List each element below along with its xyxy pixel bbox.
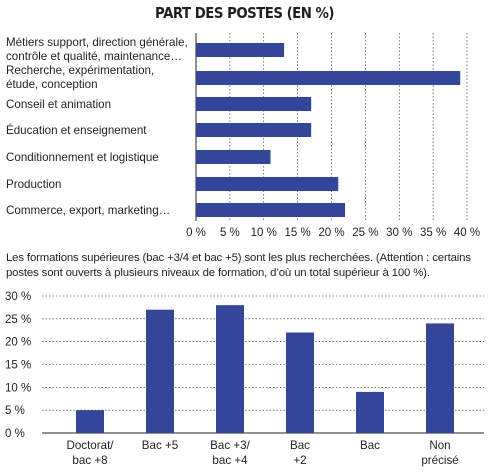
category-label: bac +4 [212, 454, 248, 467]
x-tick-label: 25 % [352, 227, 378, 239]
x-tick-label: 30 % [386, 227, 412, 239]
bar [196, 123, 312, 137]
y-tick-label: 25 % [5, 314, 31, 326]
category-label: Bac [290, 439, 310, 452]
x-tick-label: 0 % [186, 227, 206, 239]
chart-note: Les formations supérieures (bac +3/4 et … [6, 252, 471, 279]
horizontal-bar-chart: 0 % 5 % 10 % 15 % 20 % 25 % 30 % 35 % 40 % Métier… [6, 33, 480, 239]
category-label: précisé [421, 454, 458, 467]
bar [196, 71, 461, 85]
bar [356, 391, 384, 433]
bar [196, 203, 346, 217]
category-label: Éducation et enseignement [6, 124, 147, 137]
y-tick-label: 20 % [5, 337, 31, 349]
category-label: Doctorat/ [66, 439, 114, 452]
y-tick-label: 5 % [5, 405, 25, 417]
category-label: Commerce, export, marketing… [6, 204, 170, 217]
x-tick-label: 20 % [318, 227, 344, 239]
x-tick-label: 15 % [285, 227, 311, 239]
bar [196, 177, 339, 191]
bar [196, 97, 312, 111]
category-label: Conditionnement et logistique [6, 151, 159, 164]
x-tick-label: 10 % [251, 227, 277, 239]
category-label: Non [429, 439, 450, 452]
category-label: Conseil et animation [6, 98, 111, 111]
bar [146, 309, 174, 433]
bar [286, 332, 314, 433]
category-label: Production [6, 178, 61, 191]
category-label: étude, conception [6, 78, 98, 91]
x-tick-label: 40 % [454, 227, 480, 239]
category-label: Recherche, expérimentation, [6, 64, 154, 77]
bar [216, 305, 244, 433]
category-label: Bac +3/ [210, 439, 250, 452]
y-tick-label: 10 % [5, 382, 31, 394]
bar [196, 43, 285, 57]
chart-title: PART DES POSTES (EN %) [155, 4, 334, 22]
category-label: contrôle et qualité, maintenance… [6, 50, 182, 63]
x-tick-label: 35 % [420, 227, 446, 239]
bar [426, 323, 454, 433]
y-tick-label: 15 % [5, 360, 31, 372]
bar [76, 410, 104, 433]
category-label: Métiers support, direction générale, [6, 36, 188, 49]
bar [196, 150, 271, 164]
category-label: +2 [293, 454, 306, 467]
category-label: Bac +5 [142, 439, 178, 452]
y-tick-label: 30 % [5, 291, 31, 303]
x-tick-label: 5 % [220, 227, 240, 239]
y-tick-label: 0 % [5, 428, 25, 440]
category-label: bac +8 [72, 454, 107, 467]
category-label: Bac [360, 439, 380, 452]
